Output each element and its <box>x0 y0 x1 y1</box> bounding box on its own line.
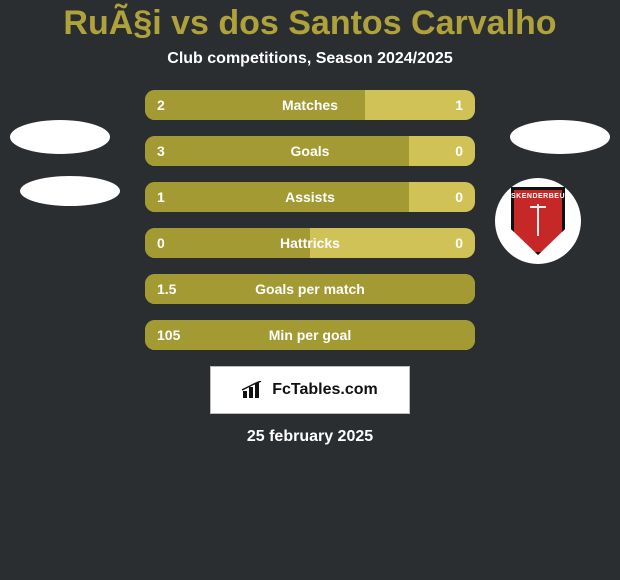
sword-icon <box>537 204 539 236</box>
stat-label: Min per goal <box>145 327 475 343</box>
page-title: RuÃ§i vs dos Santos Carvalho <box>0 0 620 40</box>
stat-row: 1.5Goals per match <box>145 274 475 304</box>
stat-label: Hattricks <box>145 235 475 251</box>
stat-label: Matches <box>145 97 475 113</box>
season-subheading: Club competitions, Season 2024/2025 <box>0 50 620 68</box>
snapshot-date: 25 february 2025 <box>0 428 620 446</box>
fctables-logo[interactable]: FcTables.com <box>210 366 410 414</box>
sword-guard-icon <box>530 206 546 208</box>
stat-row: 30Goals <box>145 136 475 166</box>
badge-text: SKENDERBEU <box>511 193 565 200</box>
shield-icon: SKENDERBEU <box>511 187 565 255</box>
stat-row: 10Assists <box>145 182 475 212</box>
bar-chart-icon <box>242 381 266 399</box>
logo-text: FcTables.com <box>272 381 378 399</box>
stat-row: 105Min per goal <box>145 320 475 350</box>
player2-photo-1 <box>510 120 610 154</box>
stat-rows: 21Matches 30Goals 10Assists 00Hattricks 1.5G… <box>145 90 475 350</box>
stat-label: Goals <box>145 143 475 159</box>
player1-photo-2 <box>20 176 120 206</box>
player1-photo-1 <box>10 120 110 154</box>
stat-label: Assists <box>145 189 475 205</box>
stat-row: 00Hattricks <box>145 228 475 258</box>
stat-label: Goals per match <box>145 281 475 297</box>
club-badge: SKENDERBEU <box>495 178 581 264</box>
stat-row: 21Matches <box>145 90 475 120</box>
